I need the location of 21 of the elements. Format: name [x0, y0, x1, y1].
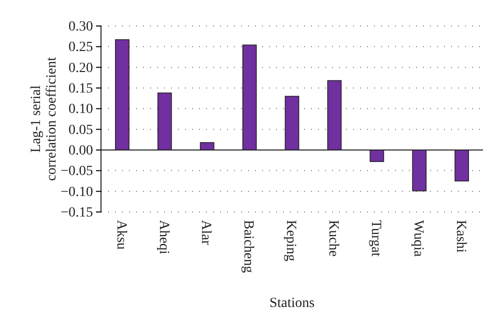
y-tick-label: −0.05: [60, 164, 93, 180]
x-tick-label: Aksu: [113, 220, 128, 250]
y-tick-label: −0.15: [60, 205, 93, 220]
text: 0.00: [68, 143, 93, 158]
x-tick-label: Keping: [283, 220, 298, 262]
text: 0.15: [68, 81, 93, 96]
x-tick-label: Kuche: [326, 220, 341, 257]
y-tick-label: −0.10: [60, 184, 93, 200]
x-tick-label: Kashi: [452, 220, 468, 253]
x-tick-label: Aheqi: [156, 220, 171, 254]
y-axis-title: Lag-1 serial correlation coefficient: [29, 57, 60, 181]
text: 0.05: [68, 122, 93, 138]
x-tick-label: Baicheng: [240, 220, 256, 273]
text: 0.25: [68, 40, 93, 56]
x-tick-label: Turgat: [368, 220, 383, 257]
text: 0.30: [68, 19, 93, 34]
x-tick-label: Wuqia: [410, 220, 426, 258]
text: 0.10: [68, 102, 93, 118]
x-axis-title: Stations: [269, 296, 315, 311]
text: 0.20: [68, 60, 93, 76]
x-tick-label: Alar: [198, 220, 214, 246]
